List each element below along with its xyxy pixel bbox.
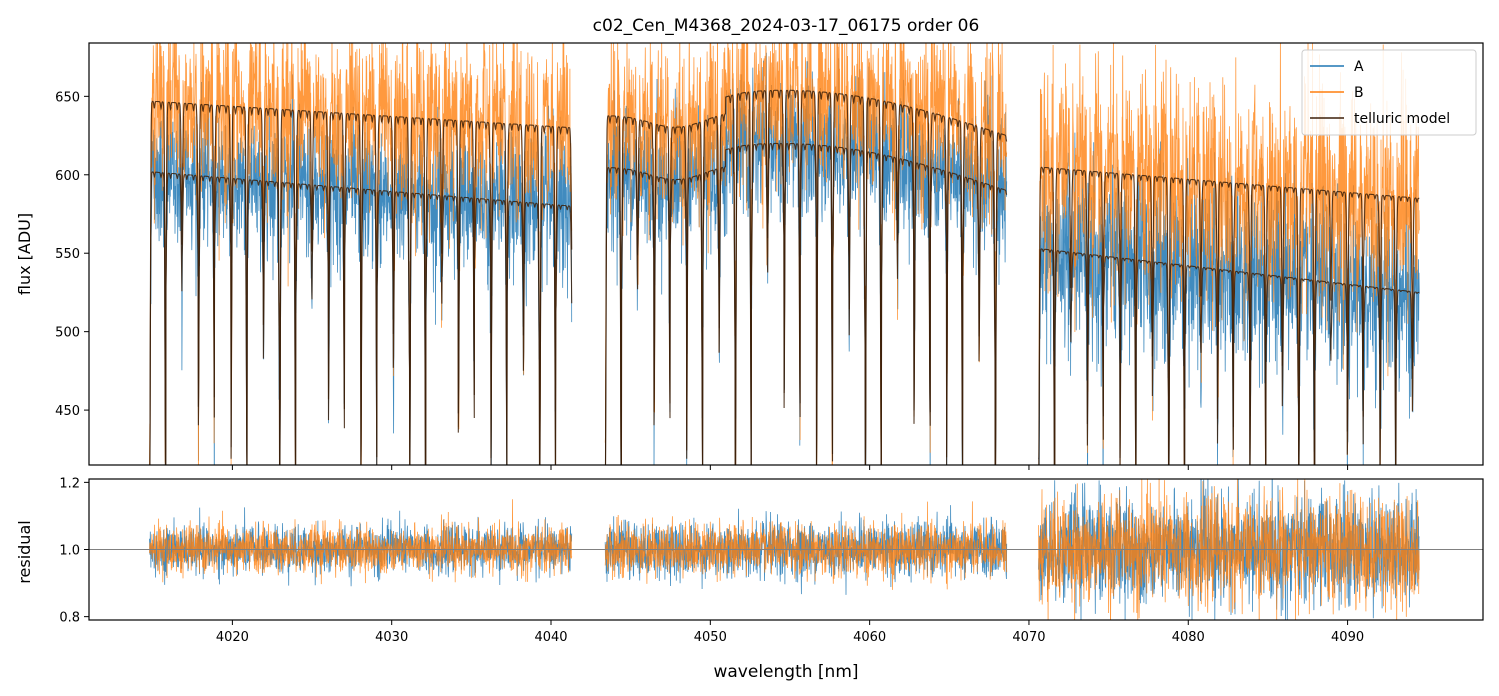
flux-plot-area [149,43,1420,465]
residual-x-ticks: 4020 4030 4040 4050 4060 4070 4080 4090 [216,620,1364,645]
flux-y-tick-label: 550 [55,247,80,262]
flux-y-tick-label: 500 [55,326,80,341]
x-tick-label: 4030 [375,630,408,645]
residual-plot-area [89,479,1483,620]
flux-y-ticks: 450 500 550 600 650 [55,90,89,419]
x-tick-label: 4060 [853,630,886,645]
series-B-line [604,43,1008,465]
residual-y-label: residual [15,520,34,583]
flux-y-tick-label: 600 [55,169,80,184]
telluric-model-B-line [1038,166,1420,465]
x-tick-label: 4070 [1012,630,1045,645]
residual-B-line [1038,479,1420,620]
x-tick-label: 4040 [534,630,567,645]
flux-y-tick-label: 450 [55,404,80,419]
residual-panel: 0.81.01.2 4020 4030 4040 4050 4060 4070 4080 40… [15,476,1484,682]
telluric-model-A-line [604,142,1008,465]
residual-y-tick-label: 0.8 [59,611,80,626]
residual-B-line [604,501,1008,590]
chart-title: c02_Cen_M4368_2024-03-17_06175 order 06 [593,16,980,36]
legend: A B telluric model [1301,49,1477,136]
x-tick-label: 4080 [1172,630,1205,645]
legend-label-A: A [1354,59,1364,75]
residual-y-tick-label: 1.2 [59,476,80,491]
telluric-model-B-line [149,100,573,465]
x-tick-label: 4090 [1331,630,1364,645]
legend-label-model: telluric model [1354,111,1450,127]
x-axis-label: wavelength [nm] [713,662,858,682]
residual-y-ticks: 0.8 1.0 1.2 [59,476,89,626]
flux-x-ticks [231,465,1349,470]
flux-y-label: flux [ADU] [15,213,34,295]
legend-box [1301,49,1477,136]
x-tick-label: 4050 [694,630,727,645]
legend-label-B: B [1354,85,1364,101]
residual-B-line [149,499,573,585]
flux-y-tick-label: 650 [55,90,80,105]
x-tick-label: 4020 [216,630,249,645]
flux-axes-frame [88,42,1484,466]
telluric-model-B-line [604,89,1008,465]
residual-y-tick-label: 1.0 [59,544,80,559]
flux-panel: 450 500 550 600 650 flux [ADU] A B telluric … [15,42,1484,470]
